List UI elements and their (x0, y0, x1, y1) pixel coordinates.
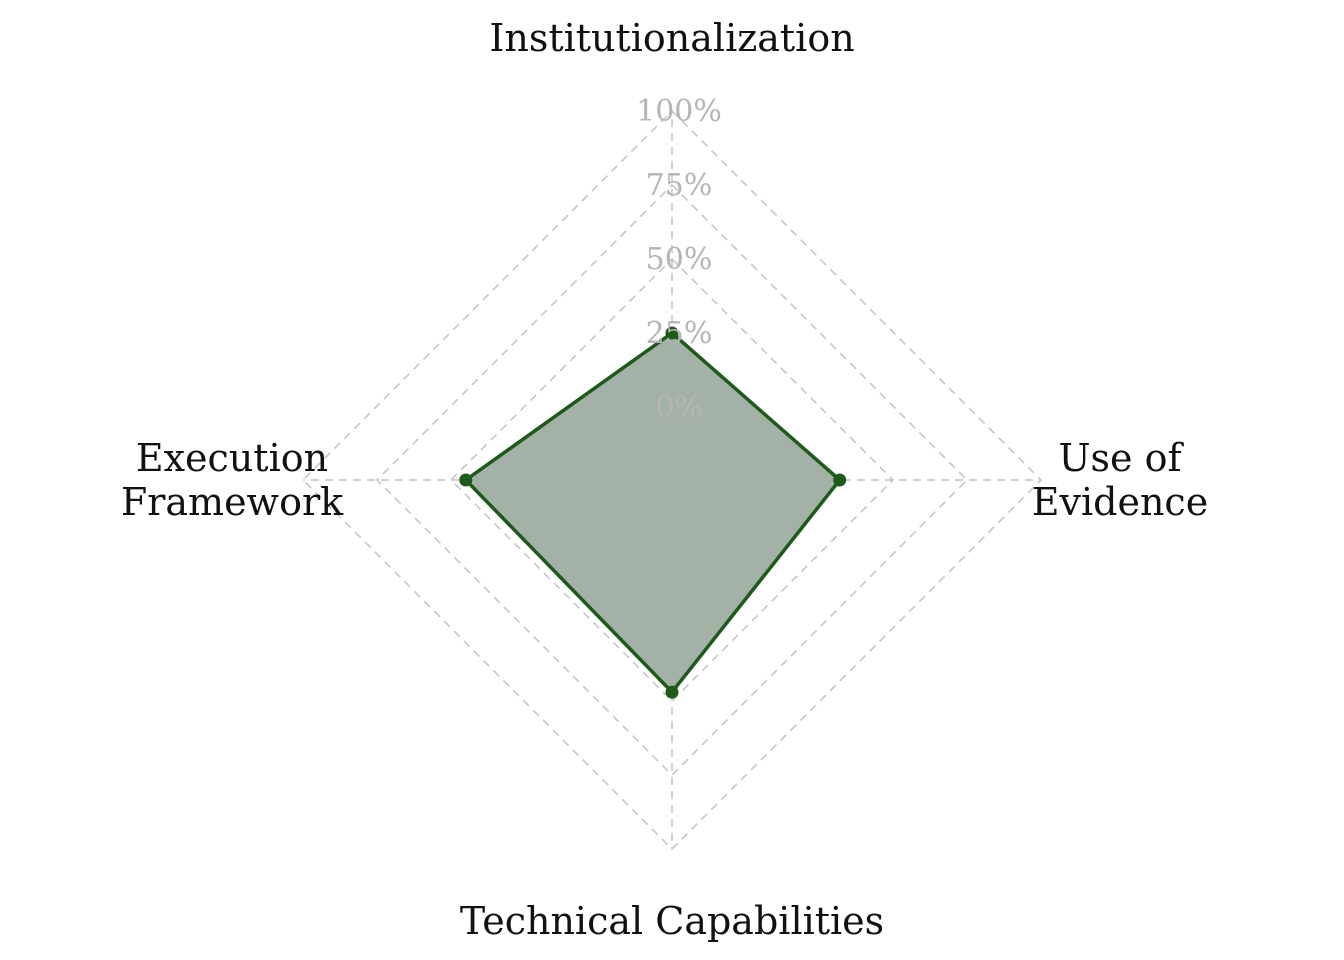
axis-label-0-line-0: Institutionalization (489, 16, 854, 60)
data-point-0 (665, 326, 679, 340)
series-area-0 (464, 331, 842, 694)
grid-ring-3 (375, 183, 969, 777)
axis-label-1-line-0: Use of (1058, 436, 1184, 480)
data-point-2 (665, 685, 679, 699)
axis-label-3-line-0: Execution (136, 436, 328, 480)
tick-label-1: 25% (646, 316, 713, 351)
axis-label-3-line-1: Framework (121, 480, 344, 524)
grid-ring-2 (449, 257, 895, 703)
radial-tick-labels: 0% 25% 50% 75% 100% (636, 94, 722, 425)
tick-label-4: 100% (636, 94, 722, 129)
axis-label-2-line-0: Technical Capabilities (460, 899, 884, 943)
data-point-3 (459, 473, 473, 487)
axis-label-3: Execution Framework (121, 436, 344, 524)
tick-label-0: 0% (655, 390, 703, 425)
data-point-1 (833, 473, 847, 487)
axis-label-1-line-1: Evidence (1032, 480, 1208, 524)
axis-label-1: Use of Evidence (1032, 436, 1208, 524)
tick-label-3: 75% (646, 168, 713, 203)
tick-label-2: 50% (646, 242, 713, 277)
axis-labels: Institutionalization Use of Evidence Techni… (121, 16, 1208, 943)
axis-label-2: Technical Capabilities (460, 899, 884, 943)
radar-series (459, 326, 847, 699)
axis-label-0: Institutionalization (489, 16, 854, 60)
